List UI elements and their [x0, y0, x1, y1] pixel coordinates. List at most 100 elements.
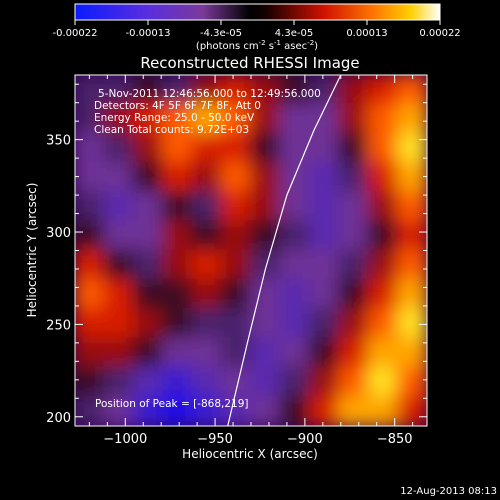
heatmap-cell	[396, 103, 427, 135]
colorbar-tick-label: -0.00013	[126, 28, 171, 39]
heatmap-cell	[279, 308, 311, 340]
heatmap-cell	[132, 161, 164, 193]
heatmap-cell	[308, 132, 340, 164]
heatmap-cell	[191, 132, 223, 164]
colorbar-ticks	[74, 20, 441, 25]
heatmap-cell	[396, 220, 427, 252]
heatmap-cell	[191, 308, 223, 340]
heatmap-cell	[338, 191, 370, 223]
info-time-range: 5-Nov-2011 12:46:56.000 to 12:49:56.000	[98, 88, 321, 100]
heatmap-cell	[308, 191, 340, 223]
heatmap-cell	[75, 220, 106, 252]
heatmap-cell	[396, 191, 427, 223]
heatmap-cell	[367, 249, 399, 281]
heatmap-cell	[191, 75, 223, 106]
heatmap-cell	[250, 337, 282, 369]
footer-date: 12-Aug-2013 08:13	[400, 486, 497, 497]
heatmap-cell	[279, 75, 311, 106]
heatmap-cell	[162, 132, 194, 164]
heatmap-cell	[250, 132, 282, 164]
heatmap-cell	[250, 191, 282, 223]
heatmap-cell	[250, 103, 282, 135]
heatmap-cell	[220, 308, 252, 340]
colorbar-gradient	[74, 3, 441, 21]
heatmap-cell	[103, 132, 135, 164]
heatmap-cell	[103, 75, 135, 106]
heatmap-cell	[162, 395, 194, 426]
heatmap-cell	[279, 337, 311, 369]
x-tick-label: −1000	[103, 432, 147, 447]
heatmap-cell	[367, 75, 399, 106]
heatmap-cell	[75, 308, 106, 340]
heatmap-cell	[338, 395, 370, 426]
heatmap-cell	[162, 191, 194, 223]
info-clean-counts: Clean Total counts: 9.72E+03	[94, 124, 249, 136]
heatmap-cell	[75, 278, 106, 310]
heatmap-cell	[132, 308, 164, 340]
heatmap-cell	[396, 308, 427, 340]
y-tick-label: 200	[46, 411, 71, 426]
heatmap-cell	[191, 191, 223, 223]
heatmap-cell	[338, 161, 370, 193]
colorbar-tick-label: -0.00022	[53, 28, 98, 39]
heatmap-cell	[191, 395, 223, 426]
heatmap-cell	[162, 308, 194, 340]
heatmap-cell	[396, 75, 427, 106]
heatmap-cell	[220, 191, 252, 223]
heatmap-cell	[220, 278, 252, 310]
info-overlay: 5-Nov-2011 12:46:56.000 to 12:49:56.000 …	[94, 88, 321, 410]
heatmap-cell	[191, 103, 223, 135]
heatmap-cell	[396, 366, 427, 398]
heatmap-cell	[250, 278, 282, 310]
heatmap-cell	[220, 249, 252, 281]
heatmap-cell	[220, 395, 252, 426]
heatmap-cell	[308, 249, 340, 281]
y-tick-label: 250	[46, 318, 71, 333]
heatmap-cell	[162, 278, 194, 310]
heatmap-cell	[367, 366, 399, 398]
heatmap-cell	[191, 161, 223, 193]
heatmap-cell	[396, 337, 427, 369]
heatmap-cell	[132, 249, 164, 281]
heatmap-cell	[220, 220, 252, 252]
heatmap-cell	[132, 75, 164, 106]
heatmap-cell	[103, 103, 135, 135]
heatmap-cell	[75, 191, 106, 223]
heatmap-cell	[396, 161, 427, 193]
heatmap-cell	[396, 249, 427, 281]
heatmap-cell	[338, 75, 370, 106]
heatmap-cell	[308, 366, 340, 398]
heatmap-cell	[103, 220, 135, 252]
heatmap-cell	[396, 132, 427, 164]
heatmap-cell	[338, 278, 370, 310]
heatmap-cell	[162, 366, 194, 398]
heatmap-cell	[279, 132, 311, 164]
heatmap-cell	[396, 395, 427, 426]
heatmap-cell	[132, 278, 164, 310]
heatmap-cell	[103, 191, 135, 223]
heatmap-cell	[220, 161, 252, 193]
heatmap-cell	[367, 278, 399, 310]
heatmap-cell	[279, 366, 311, 398]
x-tick-label: −950	[197, 432, 233, 447]
heatmap-cell	[132, 366, 164, 398]
heatmap-cell	[308, 395, 340, 426]
heatmap-cell	[191, 337, 223, 369]
heatmap-cell	[191, 278, 223, 310]
heatmap-cell	[279, 103, 311, 135]
heatmap-cell	[162, 249, 194, 281]
colorbar-tick-label: -4.3e-05	[200, 28, 242, 39]
heatmap-cell	[162, 103, 194, 135]
heatmap-cell	[338, 132, 370, 164]
heatmap-cell	[132, 103, 164, 135]
heatmap-cell	[338, 249, 370, 281]
heatmap-cell	[103, 366, 135, 398]
heatmap-cell	[250, 249, 282, 281]
heatmap-cell	[338, 366, 370, 398]
colorbar-tick-label: 0.00013	[346, 28, 387, 39]
heatmap-cell	[367, 103, 399, 135]
y-tick-label: 350	[46, 134, 71, 149]
heatmap-cell	[367, 161, 399, 193]
heatmap-cell	[103, 395, 135, 426]
